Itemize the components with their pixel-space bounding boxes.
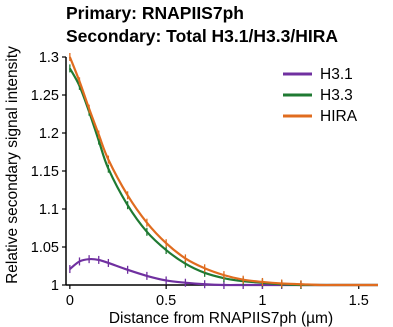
axes: 1 1.05 1.1 1.15 1.2 1.25 1.3 0 0.5 1 1.5: [31, 50, 378, 309]
series-layer: [68, 53, 378, 289]
x-tick-label: 1.5: [349, 293, 369, 309]
legend-label: H3.3: [320, 87, 353, 104]
x-axis-label: Distance from RNAPIIS7ph (µm): [109, 310, 333, 327]
y-tick-label: 1.3: [39, 50, 59, 66]
y-tick-label: 1.2: [39, 126, 59, 142]
y-tick-label: 1: [51, 278, 59, 294]
y-tick-label: 1.05: [31, 240, 59, 256]
chart-title-line-2: Secondary: Total H3.1/H3.3/HIRA: [66, 26, 338, 46]
x-tick-label: 0.5: [156, 293, 176, 309]
legend-label: H3.1: [320, 66, 353, 83]
x-tick-label: 1: [258, 293, 266, 309]
y-tick-label: 1.15: [31, 164, 59, 180]
legend-label: HIRA: [320, 108, 358, 125]
y-axis-label: Relative secondary signal intensity: [4, 46, 21, 284]
x-tick-label: 0: [66, 293, 74, 309]
legend: H3.1 H3.3 HIRA: [283, 66, 358, 125]
y-tick-label: 1.25: [31, 88, 59, 104]
chart-title-line-1: Primary: RNAPIIS7ph: [66, 3, 244, 23]
y-tick-label: 1.1: [39, 202, 59, 218]
